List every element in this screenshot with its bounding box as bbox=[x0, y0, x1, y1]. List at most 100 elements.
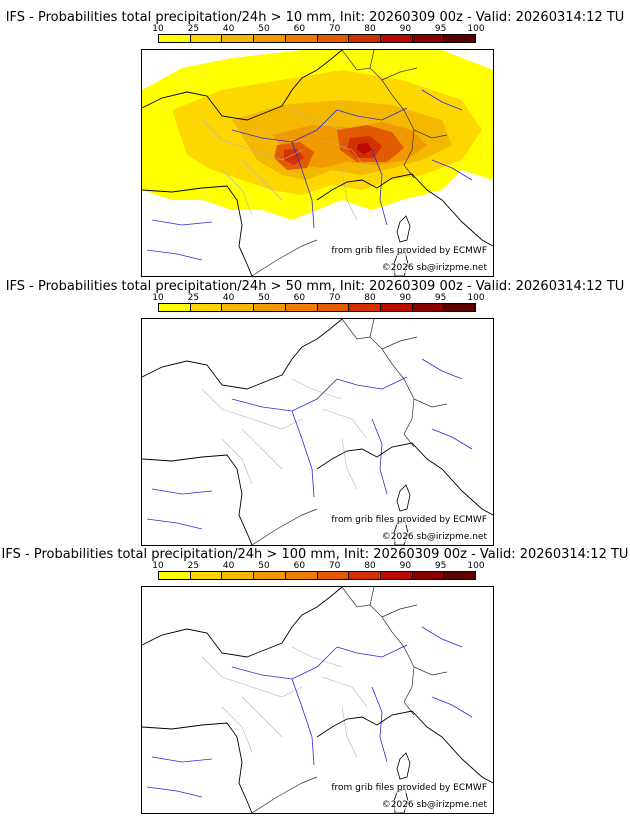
colorbar-tick-label: 25 bbox=[187, 293, 200, 303]
rivers bbox=[146, 626, 473, 798]
panel-title: IFS - Probabilities total precipitation/… bbox=[5, 10, 625, 25]
colorbar-tick-label: 50 bbox=[258, 24, 270, 34]
colorbar-segment bbox=[190, 572, 223, 579]
colorbar-segment bbox=[222, 572, 255, 579]
colorbar-tick-label: 10 bbox=[152, 293, 164, 303]
rivers bbox=[146, 89, 473, 261]
colorbar-tick-label: 70 bbox=[328, 561, 341, 571]
coastline bbox=[142, 587, 493, 813]
colorbar-tick-label: 40 bbox=[222, 293, 235, 303]
colorbar-tick-label: 50 bbox=[258, 561, 270, 571]
colorbar-segment bbox=[380, 35, 413, 42]
colorbar-segment bbox=[317, 304, 350, 311]
colorbar-tick-label: 90 bbox=[399, 293, 412, 303]
colorbar-tick-label: 60 bbox=[293, 561, 306, 571]
country-borders bbox=[251, 50, 448, 276]
colorbar-segment bbox=[317, 35, 350, 42]
corsica-outline bbox=[396, 484, 411, 512]
source-credit: from grib files provided by ECMWF bbox=[331, 515, 487, 525]
coastline bbox=[142, 50, 493, 276]
panel-title: IFS - Probabilities total precipitation/… bbox=[1, 547, 629, 562]
colorbar-tick-label: 10 bbox=[152, 561, 164, 571]
colorbar-tick-label: 70 bbox=[328, 24, 341, 34]
colorbar-tick-label: 40 bbox=[222, 561, 235, 571]
colorbar-segment bbox=[190, 35, 223, 42]
colorbar-segment bbox=[285, 572, 318, 579]
colorbar-tick-label: 80 bbox=[364, 293, 376, 303]
colorbar-tick-label: 25 bbox=[187, 561, 200, 571]
colorbar-tick-label: 40 bbox=[222, 24, 235, 34]
colorbar-segment bbox=[380, 572, 413, 579]
colorbar-tick-label: 60 bbox=[293, 293, 306, 303]
colorbar-segment bbox=[190, 304, 223, 311]
precipitation-probability-map: from grib files provided by ECMWF ©2026 … bbox=[141, 49, 494, 277]
admin-boundaries bbox=[201, 378, 368, 490]
colorbar-tick-label: 80 bbox=[364, 561, 376, 571]
map-panel-50mm: IFS - Probabilities total precipitation/… bbox=[0, 279, 630, 549]
colorbar-ticks: 10 25 40 50 60 70 80 90 95 100 bbox=[152, 24, 484, 34]
colorbar-tick-label: 70 bbox=[328, 293, 341, 303]
country-borders bbox=[251, 319, 448, 545]
corsica-outline bbox=[396, 215, 411, 243]
colorbar-segment bbox=[412, 35, 445, 42]
colorbar-segment bbox=[254, 304, 286, 311]
colorbar-tick-label: 100 bbox=[467, 24, 485, 34]
country-borders bbox=[251, 587, 448, 813]
copyright-credit: ©2026 sb@irizpme.net bbox=[381, 800, 487, 810]
copyright-credit: ©2026 sb@irizpme.net bbox=[381, 532, 487, 542]
map-canvas bbox=[142, 587, 493, 813]
colorbar-segment bbox=[159, 304, 191, 311]
colorbar-segment bbox=[159, 35, 191, 42]
colorbar-ticks: 10 25 40 50 60 70 80 90 95 100 bbox=[152, 293, 484, 303]
colorbar-tick-label: 95 bbox=[434, 293, 447, 303]
precipitation-probability-map: from grib files provided by ECMWF ©2026 … bbox=[141, 586, 494, 814]
colorbar-segment bbox=[412, 304, 445, 311]
colorbar-tick-label: 90 bbox=[399, 561, 412, 571]
colorbar-tick-label: 100 bbox=[467, 293, 485, 303]
colorbar-tick-label: 10 bbox=[152, 24, 164, 34]
precipitation-probability-map: from grib files provided by ECMWF ©2026 … bbox=[141, 318, 494, 546]
colorbar-segment bbox=[444, 304, 476, 311]
colorbar-segment bbox=[222, 35, 255, 42]
colorbar-segment bbox=[285, 35, 318, 42]
coastline bbox=[142, 319, 493, 545]
map-panel-100mm: IFS - Probabilities total precipitation/… bbox=[0, 547, 630, 817]
colorbar-tick-label: 80 bbox=[364, 24, 376, 34]
colorbar-segment bbox=[159, 572, 191, 579]
colorbar-tick-label: 95 bbox=[434, 561, 447, 571]
panel-title: IFS - Probabilities total precipitation/… bbox=[5, 279, 625, 294]
colorbar-tick-label: 100 bbox=[467, 561, 485, 571]
colorbar-tick-label: 90 bbox=[399, 24, 412, 34]
source-credit: from grib files provided by ECMWF bbox=[331, 246, 487, 256]
colorbar-segment bbox=[349, 304, 381, 311]
colorbar-segment bbox=[317, 572, 350, 579]
rivers bbox=[146, 358, 473, 530]
colorbar-tick-label: 50 bbox=[258, 293, 270, 303]
admin-boundaries bbox=[201, 109, 368, 221]
colorbar bbox=[158, 34, 476, 43]
map-canvas bbox=[142, 319, 493, 545]
colorbar-tick-label: 60 bbox=[293, 24, 306, 34]
map-panel-10mm: IFS - Probabilities total precipitation/… bbox=[0, 10, 630, 280]
colorbar-segment bbox=[254, 572, 286, 579]
colorbar-tick-label: 25 bbox=[187, 24, 200, 34]
colorbar-segment bbox=[254, 35, 286, 42]
corsica-outline bbox=[396, 752, 411, 780]
source-credit: from grib files provided by ECMWF bbox=[331, 783, 487, 793]
colorbar-segment bbox=[349, 572, 381, 579]
copyright-credit: ©2026 sb@irizpme.net bbox=[381, 263, 487, 273]
colorbar bbox=[158, 571, 476, 580]
colorbar bbox=[158, 303, 476, 312]
precip-area-90 bbox=[357, 143, 372, 154]
colorbar-segment bbox=[444, 35, 476, 42]
colorbar-segment bbox=[349, 35, 381, 42]
map-canvas bbox=[142, 50, 493, 276]
colorbar-ticks: 10 25 40 50 60 70 80 90 95 100 bbox=[152, 561, 484, 571]
colorbar-tick-label: 95 bbox=[434, 24, 447, 34]
colorbar-segment bbox=[285, 304, 318, 311]
colorbar-segment bbox=[412, 572, 445, 579]
colorbar-segment bbox=[222, 304, 255, 311]
colorbar-segment bbox=[380, 304, 413, 311]
admin-boundaries bbox=[201, 646, 368, 758]
colorbar-segment bbox=[444, 572, 476, 579]
